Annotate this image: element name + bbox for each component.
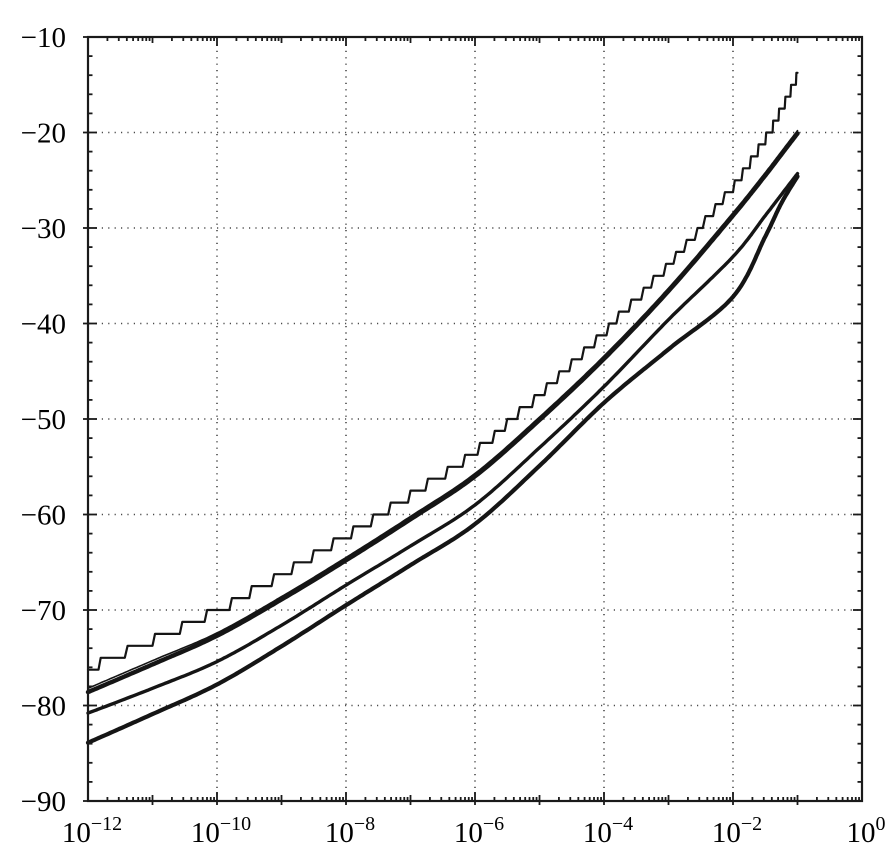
x-axis-label: 10−12: [62, 813, 122, 849]
x-axis-label: 10−10: [191, 813, 251, 849]
plot-frame: [86, 35, 864, 803]
curve-upper-thick-curve: [85, 131, 800, 695]
y-axis-label: −60: [21, 500, 66, 532]
y-axis-label: −90: [21, 786, 66, 818]
y-axis-label: −30: [21, 213, 66, 245]
y-axis-label: −70: [21, 595, 66, 627]
x-axis-label: 100: [847, 813, 886, 849]
x-axis-label: 10−2: [712, 813, 762, 849]
curve-lower-thick-curve: [85, 174, 800, 745]
y-axis-label: −20: [21, 118, 66, 150]
x-axis-label: 10−8: [325, 813, 375, 849]
y-axis-label: −50: [21, 404, 66, 436]
y-axis-label: −80: [21, 691, 66, 723]
x-axis-label: 10−4: [583, 813, 633, 849]
curve-upper-thin-curve: [87, 129, 799, 690]
x-axis-label: 10−6: [454, 813, 504, 849]
curve-middle-curve: [86, 171, 800, 715]
curve-staircase-quantized-curve: [86, 71, 799, 671]
y-axis-label: −10: [21, 22, 66, 54]
y-axis-label: −40: [21, 309, 66, 341]
